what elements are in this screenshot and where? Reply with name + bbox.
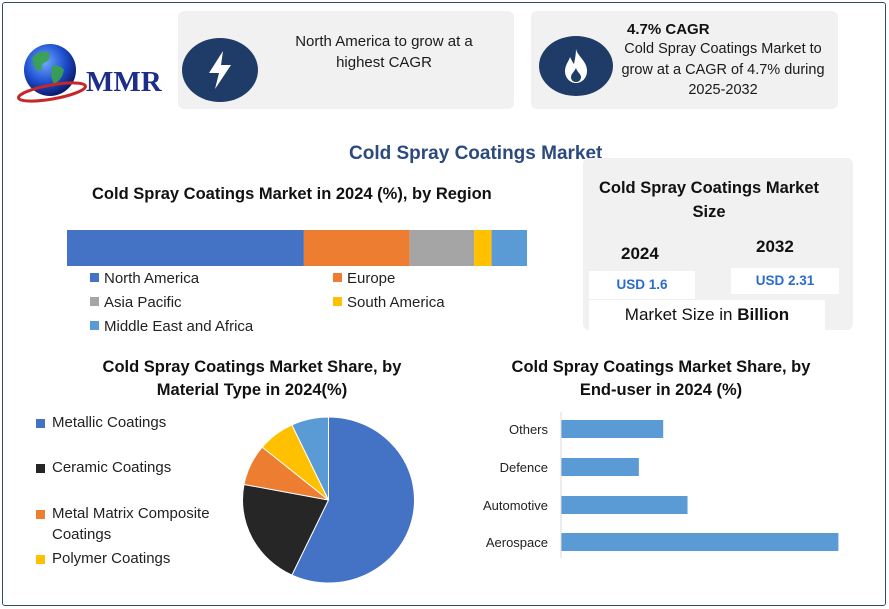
- market-size-year-2032: 2032: [756, 237, 794, 256]
- pie-slice-metallic-coatings: [291, 416, 415, 584]
- cagr-title: 4.7% CAGR: [627, 21, 710, 38]
- material-legend-item: Polymer Coatings: [36, 548, 170, 569]
- legend-label: Polymer Coatings: [52, 550, 171, 567]
- legend-label: Ceramic Coatings: [52, 459, 172, 476]
- legend-label: Metallic Coatings: [52, 414, 167, 431]
- material-chart-title: Cold Spray Coatings Market Share, by Mat…: [102, 358, 402, 399]
- region-segment-europe: [303, 230, 410, 266]
- legend-label: Asia Pacific: [104, 294, 182, 311]
- region-segment-asia-pacific: [409, 230, 475, 266]
- market-size-panel: Cold Spray Coatings Market Size 2024 203…: [583, 158, 853, 330]
- region-legend-item: Asia Pacific: [90, 294, 182, 311]
- region-legend-item: Middle East and Africa: [90, 318, 253, 335]
- region-legend: North America Europe Asia Pacific South Ame…: [90, 270, 530, 342]
- legend-swatch: [333, 297, 342, 306]
- market-size-note-unit: Billion: [737, 305, 790, 324]
- pie-slice-others: [291, 416, 329, 501]
- region-segment-south-america: [474, 230, 492, 266]
- logo-text: MMR: [86, 66, 162, 98]
- enduser-category-label: Defence: [500, 460, 548, 475]
- enduser-category-label: Aerospace: [486, 535, 548, 550]
- pie-slice-ceramic-coatings: [242, 483, 330, 576]
- material-legend-item: Metallic Coatings: [36, 412, 166, 433]
- region-legend-item: South America: [333, 294, 445, 311]
- enduser-bar-automotive: [561, 496, 688, 514]
- logo: MMR: [14, 36, 164, 106]
- highlight-icon-badge: [182, 38, 258, 102]
- material-legend-item: Metal Matrix Composite Coatings: [36, 503, 236, 545]
- enduser-bar-defence: [561, 458, 639, 476]
- legend-swatch: [90, 273, 99, 282]
- legend-swatch: [36, 464, 45, 473]
- region-legend-item: Europe: [333, 270, 395, 287]
- legend-swatch: [333, 273, 342, 282]
- legend-label: North America: [104, 270, 200, 287]
- region-stacked-bar: [67, 230, 527, 266]
- market-size-year-2024: 2024: [621, 244, 659, 263]
- page-title: Cold Spray Coatings Market: [349, 143, 603, 163]
- cagr-text: Cold Spray Coatings Market to grow at a …: [621, 41, 825, 98]
- region-segment-middle-east-and-africa: [491, 230, 527, 266]
- legend-label: Middle East and Africa: [104, 318, 254, 335]
- highlight-region-text: North America to grow at a highest CAGR: [295, 33, 473, 71]
- highlight-card-region: North America to grow at a highest CAGR: [178, 11, 514, 109]
- legend-swatch: [36, 419, 45, 428]
- legend-label: Europe: [347, 270, 396, 287]
- enduser-category-label: Automotive: [483, 498, 548, 513]
- enduser-bar-chart: Others Defence Automotive Aerospace: [483, 412, 839, 558]
- enduser-bar-others: [561, 420, 664, 438]
- flame-icon: [565, 49, 587, 83]
- market-size-note-prefix: Market Size in: [624, 305, 738, 324]
- legend-swatch: [90, 297, 99, 306]
- globe-icon: [16, 44, 88, 103]
- material-legend-item: Ceramic Coatings: [36, 457, 171, 478]
- region-segment-north-america: [67, 230, 304, 266]
- legend-label: Metal Matrix Composite Coatings: [52, 505, 210, 543]
- legend-label: South America: [347, 294, 445, 311]
- legend-swatch: [90, 321, 99, 330]
- lightning-icon: [209, 51, 231, 89]
- highlight-card-cagr: 4.7% CAGR Cold Spray Coatings Market to …: [531, 11, 838, 109]
- market-size-title: Cold Spray Coatings Market Size: [598, 179, 820, 221]
- legend-swatch: [36, 510, 45, 519]
- region-legend-item: North America: [90, 270, 199, 287]
- enduser-chart-title: Cold Spray Coatings Market Share, by End…: [511, 358, 811, 399]
- material-pie-chart: [242, 416, 415, 584]
- enduser-bar-aerospace: [561, 533, 839, 551]
- market-size-unit-note: Market Size in Billion: [589, 300, 825, 330]
- enduser-category-label: Others: [509, 422, 549, 437]
- legend-swatch: [36, 555, 45, 564]
- market-size-value-2032: USD 2.31: [731, 268, 839, 294]
- market-size-value-2024: USD 1.6: [589, 271, 695, 299]
- region-chart-title: Cold Spray Coatings Market in 2024 (%), …: [92, 185, 492, 203]
- highlight-icon-badge: [539, 36, 613, 96]
